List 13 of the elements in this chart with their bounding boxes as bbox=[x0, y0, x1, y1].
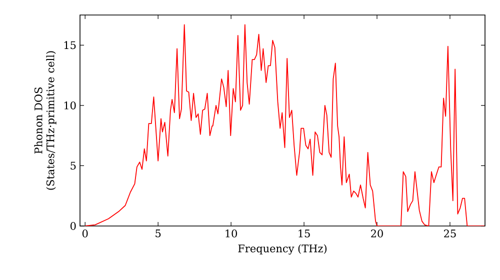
x-tick-label: 25 bbox=[444, 230, 456, 238]
line-series bbox=[84, 24, 485, 226]
y-axis-title: Phonon DOS (States/THz·primitive cell) bbox=[34, 51, 56, 190]
x-tick-label: 0 bbox=[82, 230, 88, 238]
x-tick-label: 10 bbox=[226, 230, 238, 238]
x-axis-title: Frequency (THz) bbox=[238, 244, 327, 255]
y-tick-label: 15 bbox=[64, 41, 76, 50]
y-tick-label: 10 bbox=[64, 101, 76, 110]
x-tick-label: 15 bbox=[298, 230, 310, 238]
x-tick-label: 20 bbox=[371, 230, 383, 238]
y-tick-label: 0 bbox=[70, 222, 76, 230]
x-tick-label: 5 bbox=[156, 230, 161, 238]
y-tick-label: 5 bbox=[70, 162, 76, 170]
